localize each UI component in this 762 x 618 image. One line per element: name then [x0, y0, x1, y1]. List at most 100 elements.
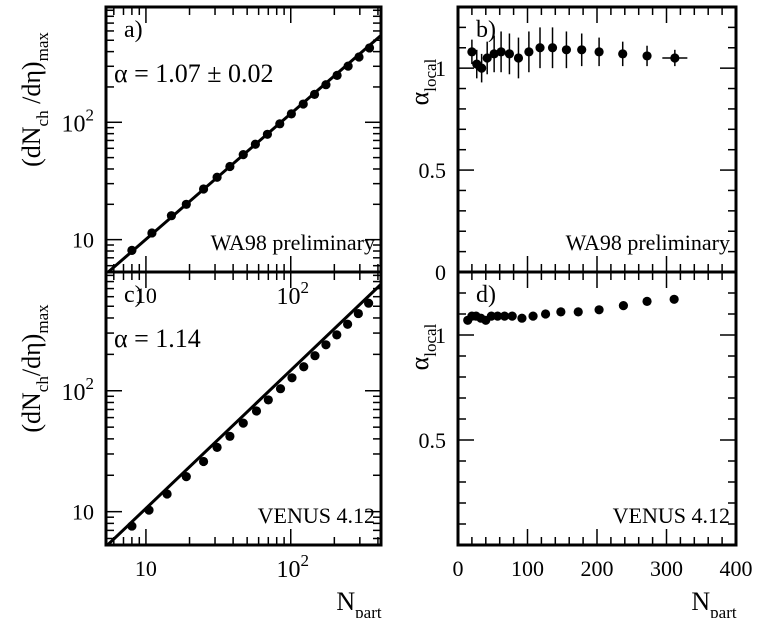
data-point — [513, 53, 524, 63]
x-tick-label: 10 — [135, 283, 157, 308]
data-point — [225, 161, 235, 172]
panel-label: c) — [124, 282, 143, 308]
alpha-annotation: α = 1.14 — [114, 324, 201, 353]
data-point — [618, 49, 628, 59]
data-point — [127, 245, 137, 255]
data-point — [198, 456, 209, 467]
panel-d: 0.5 1 0 100 200 300 400 αlocal Npart d) VENUS 4.12 — [405, 270, 753, 618]
data-point — [144, 505, 154, 515]
y-axis-label: αlocal — [405, 323, 440, 370]
panel-a: 10 102 10 102 (dNch /dη)max a) α = 1.07 ± 0.02… — [17, 5, 383, 310]
y-tick-label: 0.5 — [419, 158, 447, 183]
data-point — [669, 294, 679, 304]
power-law-fit-line — [106, 283, 381, 545]
data-point — [332, 70, 342, 80]
data-point — [642, 51, 652, 61]
data-point — [504, 49, 515, 59]
data-point — [493, 311, 503, 321]
data-point — [332, 330, 342, 340]
data-point — [198, 184, 209, 194]
panel-watermark: WA98 preliminary — [566, 230, 730, 255]
y-axis-label: αlocal — [405, 58, 440, 105]
data-point — [642, 296, 652, 306]
y-tick-label: 10 — [72, 500, 94, 525]
y-tick-label: 10 — [72, 228, 94, 253]
data-point — [310, 351, 320, 361]
data-point — [364, 298, 374, 308]
y-tick-label: 102 — [62, 105, 95, 137]
y-tick-label: 0.5 — [419, 428, 447, 453]
data-point — [482, 53, 492, 63]
data-point — [181, 199, 191, 209]
data-point — [250, 139, 260, 149]
data-point — [181, 471, 191, 482]
plot-frame — [104, 270, 383, 547]
panel-watermark: VENUS 4.12 — [613, 503, 730, 528]
panel-c: 10 102 10 102 (dNch/dη)max Npart c) α = 1.14 VEN… — [17, 270, 383, 618]
data-point — [364, 43, 375, 53]
alpha-annotation: α = 1.07 ± 0.02 — [114, 59, 274, 88]
x-tick-label: 300 — [650, 556, 683, 581]
panel-watermark: WA98 preliminary — [211, 230, 375, 255]
data-point — [212, 172, 222, 182]
data-point — [517, 313, 527, 323]
data-point — [287, 373, 297, 383]
x-tick-label: 102 — [276, 278, 309, 310]
y-axis-label: (dNch /dη)max — [17, 32, 52, 167]
data-point — [309, 89, 320, 99]
data-point — [238, 150, 248, 160]
x-tick-label: 200 — [581, 556, 614, 581]
data-point — [556, 307, 566, 317]
data-point — [275, 119, 285, 129]
panel-label: b) — [476, 17, 496, 43]
x-tick-label: 102 — [276, 551, 309, 583]
data-point — [467, 47, 477, 57]
data-point — [166, 211, 177, 221]
x-axis-label: Npart — [691, 587, 736, 618]
data-point — [225, 431, 235, 441]
x-tick-label: 400 — [720, 556, 753, 581]
data-point — [547, 43, 558, 53]
data-point — [670, 53, 680, 63]
data-point — [321, 340, 331, 350]
data-point — [540, 309, 551, 319]
x-axis-label: Npart — [336, 587, 381, 618]
data-point — [343, 319, 353, 329]
data-point — [594, 47, 604, 57]
x-tick-label: 10 — [135, 556, 157, 581]
data-point — [162, 489, 172, 499]
data-point — [535, 43, 545, 53]
data-point — [561, 45, 572, 55]
panel-label: a) — [124, 17, 143, 43]
data-point — [489, 49, 499, 59]
data-point — [507, 311, 517, 321]
data-point — [528, 311, 538, 321]
x-tick-label: 100 — [511, 556, 544, 581]
data-point — [275, 384, 286, 394]
data-point — [147, 228, 157, 238]
data-point — [524, 47, 534, 57]
data-point — [499, 311, 510, 321]
y-tick-label: 1 — [435, 323, 446, 348]
data-point — [577, 45, 587, 55]
data-point — [251, 406, 262, 416]
panel-watermark: VENUS 4.12 — [258, 503, 375, 528]
data-point — [343, 61, 353, 71]
data-point — [263, 395, 273, 405]
data-point — [212, 442, 222, 453]
x-tick-label: 0 — [453, 556, 464, 581]
data-point — [298, 99, 308, 109]
data-point — [321, 80, 331, 90]
data-point — [238, 418, 248, 428]
data-point — [354, 52, 364, 62]
y-tick-label: 0 — [435, 260, 446, 285]
data-point — [299, 362, 309, 372]
y-tick-label: 102 — [62, 374, 95, 406]
y-tick-label: 1 — [435, 56, 446, 81]
data-point — [618, 301, 629, 311]
data-point — [127, 521, 137, 531]
data-point — [594, 305, 604, 315]
data-point — [353, 308, 363, 319]
panel-label: d) — [476, 282, 496, 308]
